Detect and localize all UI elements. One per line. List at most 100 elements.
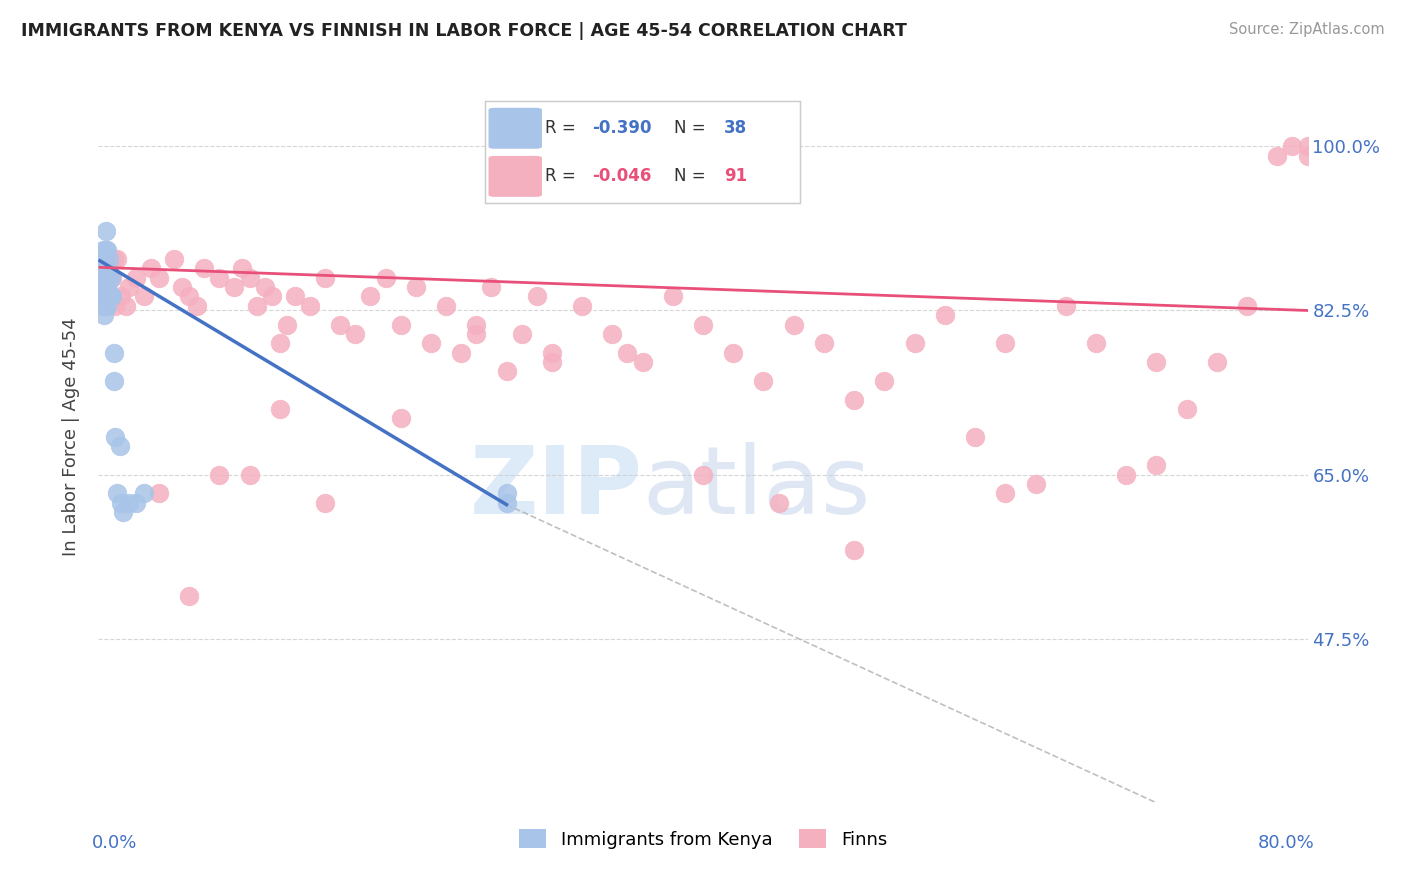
Point: [269, 401, 291, 416]
Point: [101, 270, 124, 285]
Point: [374, 270, 396, 285]
Point: [844, 542, 866, 557]
Point: [246, 299, 269, 313]
Point: [1144, 458, 1167, 473]
Point: [110, 496, 132, 510]
Point: [90, 270, 112, 285]
Point: [1024, 477, 1046, 491]
Point: [965, 430, 987, 444]
Point: [768, 496, 790, 510]
Point: [329, 318, 352, 332]
Point: [93, 252, 115, 266]
Point: [193, 261, 215, 276]
Point: [104, 299, 127, 313]
Point: [93, 308, 115, 322]
Text: atlas: atlas: [643, 442, 870, 534]
Point: [179, 289, 201, 303]
Point: [96, 280, 118, 294]
Point: [314, 496, 336, 510]
Point: [616, 345, 638, 359]
Point: [98, 289, 121, 303]
Point: [1236, 299, 1258, 313]
Point: [125, 496, 148, 510]
Point: [208, 467, 231, 482]
Point: [103, 252, 125, 266]
Point: [1175, 401, 1198, 416]
Point: [1115, 467, 1137, 482]
Point: [93, 261, 115, 276]
Point: [93, 289, 115, 303]
Text: IMMIGRANTS FROM KENYA VS FINNISH IN LABOR FORCE | AGE 45-54 CORRELATION CHART: IMMIGRANTS FROM KENYA VS FINNISH IN LABO…: [21, 22, 907, 40]
Point: [91, 243, 114, 257]
Point: [420, 336, 443, 351]
Point: [389, 318, 412, 332]
Legend: Immigrants from Kenya, Finns: Immigrants from Kenya, Finns: [512, 822, 894, 856]
Point: [105, 252, 128, 266]
Point: [148, 270, 170, 285]
Point: [105, 486, 128, 500]
Point: [465, 318, 488, 332]
Point: [100, 270, 122, 285]
Point: [98, 252, 121, 266]
Point: [104, 430, 127, 444]
Point: [94, 289, 117, 303]
Point: [844, 392, 866, 407]
Point: [91, 299, 114, 313]
Point: [813, 336, 835, 351]
Point: [111, 505, 134, 519]
Point: [1296, 149, 1319, 163]
Text: ZIP: ZIP: [470, 442, 643, 534]
Text: 80.0%: 80.0%: [1258, 834, 1315, 852]
Point: [692, 318, 714, 332]
Text: 0.0%: 0.0%: [91, 834, 136, 852]
Text: Source: ZipAtlas.com: Source: ZipAtlas.com: [1229, 22, 1385, 37]
Point: [94, 243, 117, 257]
Point: [495, 364, 517, 378]
Point: [661, 289, 683, 303]
Point: [141, 261, 163, 276]
Point: [98, 270, 121, 285]
Point: [103, 345, 125, 359]
Point: [405, 280, 427, 294]
Point: [179, 590, 201, 604]
Point: [100, 289, 122, 303]
Point: [631, 355, 654, 369]
Point: [118, 496, 141, 510]
Point: [783, 318, 806, 332]
Point: [148, 486, 170, 500]
Point: [96, 299, 118, 313]
Point: [101, 289, 124, 303]
Point: [94, 261, 117, 276]
Point: [170, 280, 193, 294]
Point: [1206, 355, 1229, 369]
Point: [96, 261, 118, 276]
Point: [1281, 139, 1303, 153]
Point: [231, 261, 253, 276]
Point: [110, 289, 132, 303]
Point: [186, 299, 208, 313]
Point: [344, 326, 367, 341]
Point: [96, 243, 118, 257]
Point: [510, 326, 533, 341]
Point: [98, 261, 121, 276]
Point: [314, 270, 336, 285]
Point: [692, 467, 714, 482]
Point: [934, 308, 956, 322]
Point: [1085, 336, 1108, 351]
Point: [262, 289, 284, 303]
Point: [1296, 139, 1319, 153]
Point: [108, 440, 131, 454]
Point: [224, 280, 246, 294]
Point: [571, 299, 593, 313]
Point: [90, 289, 112, 303]
Point: [495, 496, 517, 510]
Point: [208, 270, 231, 285]
Point: [360, 289, 382, 303]
Point: [465, 326, 488, 341]
Point: [94, 280, 117, 294]
Y-axis label: In Labor Force | Age 45-54: In Labor Force | Age 45-54: [62, 318, 80, 557]
Point: [253, 280, 276, 294]
Point: [299, 299, 322, 313]
Point: [994, 486, 1017, 500]
Point: [118, 280, 141, 294]
